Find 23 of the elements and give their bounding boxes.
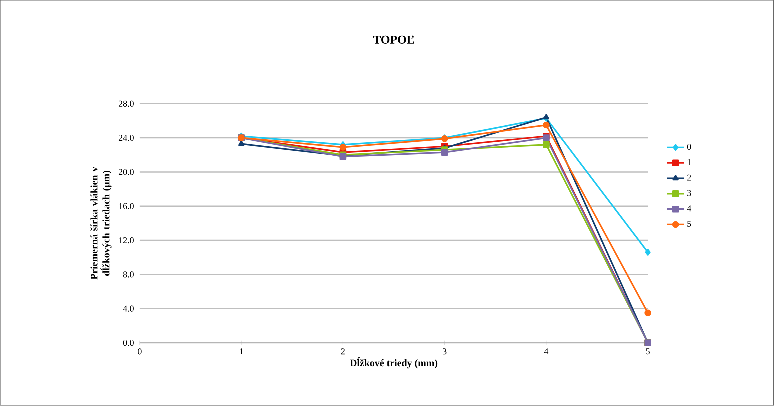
x-tick-label: 2	[341, 348, 345, 355]
legend-label: 0	[687, 144, 692, 150]
x-tick-label: 3	[443, 348, 447, 355]
y-tick-label: 8.0	[123, 272, 134, 278]
y-tick-label: 0.0	[123, 340, 134, 346]
y-tick-label: 12.0	[119, 238, 134, 244]
chart-title: TOPOĽ	[373, 36, 414, 44]
y-tick-label: 28.0	[118, 100, 134, 108]
legend-label: 5	[688, 221, 692, 228]
legend-label: 3	[688, 190, 692, 196]
x-axis-title: Dĺžkové triedy (mm)	[350, 358, 438, 369]
y-tick-label: 24.0	[118, 135, 134, 142]
y-axis-title: Priemerná šírka vlákien v dĺžkových triedach (μm)	[90, 167, 112, 280]
x-tick-label: 1	[240, 348, 244, 355]
x-tick-label: 5	[646, 348, 650, 355]
y-tick-label: 20.0	[118, 169, 134, 176]
x-tick-label: 0	[138, 348, 142, 355]
legend-label: 4	[687, 206, 692, 212]
legend-label: 2	[688, 174, 692, 181]
legend-label: 1	[688, 159, 692, 166]
y-tick-label: 4.0	[123, 306, 134, 312]
y-tick-label: 16.0	[119, 203, 134, 210]
x-tick-label: 4	[544, 348, 549, 355]
